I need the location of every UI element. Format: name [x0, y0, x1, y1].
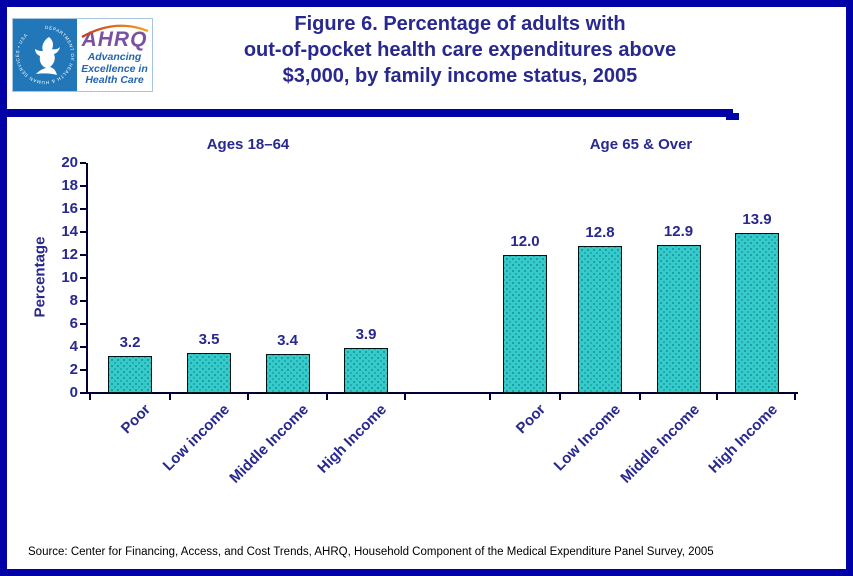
y-tick-mark: [80, 369, 86, 371]
y-tick-mark: [80, 323, 86, 325]
bar: [735, 233, 779, 393]
y-tick-mark: [80, 208, 86, 210]
bar: [503, 255, 547, 393]
y-tick-mark: [80, 392, 86, 394]
y-tick-label: 14: [61, 223, 78, 240]
source-note: Source: Center for Financing, Access, an…: [28, 546, 714, 558]
ahrq-acronym: AHRQ: [81, 28, 148, 51]
bar: [344, 348, 388, 393]
x-tick-mark: [716, 394, 718, 400]
bar: [656, 244, 701, 393]
ahrq-hhs-logo: DEPARTMENT OF HEALTH & HUMAN SERVICES • …: [12, 18, 153, 92]
x-category-label: Middle Income: [225, 401, 312, 487]
x-category-label: High Income: [705, 401, 782, 477]
ahrq-tagline: Advancing Excellence in Health Care: [77, 51, 152, 87]
bar-value-label: 12.8: [585, 223, 615, 241]
x-tick-mark: [404, 394, 406, 400]
tagline-line: Advancing: [87, 51, 142, 63]
y-tick-label: 4: [69, 338, 78, 355]
y-tick-label: 6: [69, 315, 78, 332]
eagle-icon: [35, 37, 60, 75]
bar: [578, 245, 622, 393]
x-category-label: High Income: [314, 401, 391, 477]
bar-value-label: 13.9: [742, 211, 772, 229]
y-axis-line: [86, 163, 88, 393]
figure-title-line: Figure 6. Percentage of adults with: [294, 13, 626, 35]
y-tick-label: 20: [61, 154, 78, 171]
y-tick-label: 18: [61, 177, 78, 194]
x-tick-mark: [326, 394, 328, 400]
figure-title: Figure 6. Percentage of adults with out-…: [170, 11, 750, 89]
y-tick-mark: [80, 231, 86, 233]
bar-value-label: 12.9: [663, 222, 694, 240]
x-tick-mark: [89, 394, 91, 400]
swoosh-icon: [81, 24, 149, 38]
x-tick-mark: [169, 394, 171, 400]
y-tick-mark: [80, 277, 86, 279]
x-tick-mark: [247, 394, 249, 400]
y-tick-mark: [80, 254, 86, 256]
x-category-label: Poor: [512, 401, 550, 438]
y-tick-label: 8: [69, 292, 78, 309]
y-tick-label: 0: [69, 384, 78, 401]
x-category-label: Low Income: [550, 401, 625, 475]
bar-value-label: 3.9: [355, 326, 377, 344]
group-header-ages-18-64: Ages 18–64: [206, 136, 290, 153]
header-divider-bar-tail: [726, 113, 739, 120]
x-axis-line: [86, 392, 798, 394]
tagline-line: Health Care: [85, 74, 144, 86]
x-tick-mark: [559, 394, 561, 400]
y-tick-mark: [80, 185, 86, 187]
figure-title-line: $3,000, by family income status, 2005: [282, 65, 638, 87]
y-tick-mark: [80, 346, 86, 348]
bar: [108, 356, 152, 393]
bar-value-label: 3.4: [277, 331, 298, 349]
tagline-line: Excellence in: [81, 62, 148, 75]
y-tick-label: 2: [69, 361, 78, 378]
y-tick-mark: [80, 162, 86, 164]
x-category-label: Low income: [159, 401, 234, 475]
hhs-seal-icon: DEPARTMENT OF HEALTH & HUMAN SERVICES • …: [13, 19, 77, 91]
bar: [187, 352, 231, 393]
y-tick-label: 16: [61, 200, 78, 217]
bar-value-label: 12.0: [510, 233, 540, 250]
x-tick-mark: [489, 394, 491, 400]
y-tick-mark: [80, 300, 86, 302]
ahrq-logo-panel: AHRQ Advancing Excellence in Health Care: [77, 19, 152, 91]
group-header-age-65-over: Age 65 & Over: [589, 136, 693, 153]
bar: [265, 353, 310, 393]
bar-value-label: 3.5: [198, 330, 220, 348]
y-tick-label: 12: [61, 246, 78, 263]
x-category-label: Middle Income: [616, 401, 703, 487]
bar-value-label: 3.2: [119, 334, 141, 352]
x-tick-mark: [639, 394, 641, 400]
header-divider-bar: [0, 109, 733, 117]
figure-title-line: out-of-pocket health care expenditures a…: [243, 39, 677, 61]
y-tick-label: 10: [61, 269, 78, 286]
x-tick-mark: [794, 394, 796, 400]
